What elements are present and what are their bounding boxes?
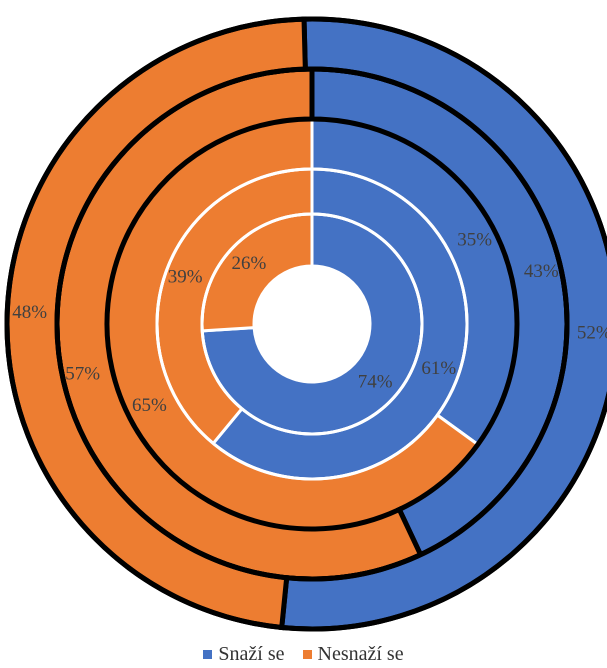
legend-swatch-snazi-se (203, 649, 213, 659)
doughnut-chart: 74% 26% 61% 39% 35% 65% 43% 57% 52% 48% (4, 16, 607, 632)
ring-border-2 (4, 16, 607, 632)
data-labels: 74% 26% 61% 39% 35% 65% 43% 57% 52% 48% (12, 230, 607, 417)
data-label-ring3-nesnazi-se: 65% (132, 395, 167, 416)
legend-item-nesnazi-se[interactable]: Nesnaží se (302, 642, 404, 666)
data-label-ring5-nesnazi-se: 48% (12, 302, 47, 323)
legend-item-snazi-se[interactable]: Snaží se (203, 642, 285, 666)
ring-separator-2 (155, 167, 469, 481)
data-label-ring1-nesnazi-se: 26% (231, 253, 266, 274)
data-label-ring4-nesnazi-se: 57% (65, 364, 100, 385)
legend: Snaží se Nesnaží se (0, 640, 607, 668)
data-label-ring4-snazi-se: 43% (524, 261, 559, 282)
ring-separator-1 (200, 212, 424, 436)
legend-label-nesnazi-se: Nesnaží se (317, 642, 404, 665)
legend-label-snazi-se: Snaží se (218, 642, 285, 665)
legend-swatch-nesnazi-se (302, 649, 312, 659)
data-label-ring2-snazi-se: 61% (421, 358, 456, 379)
data-label-ring1-snazi-se: 74% (358, 372, 393, 393)
data-label-ring5-snazi-se: 52% (577, 323, 607, 344)
ring-border-1 (54, 66, 570, 582)
data-label-ring3-snazi-se: 35% (457, 230, 492, 251)
data-label-ring2-nesnazi-se: 39% (168, 267, 203, 288)
ring-separators (4, 16, 607, 632)
